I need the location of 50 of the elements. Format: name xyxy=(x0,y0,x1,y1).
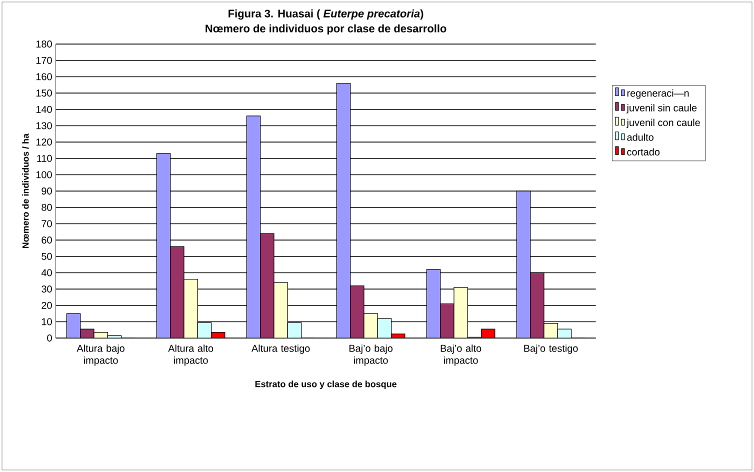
y-tick-label: 20 xyxy=(42,302,52,309)
chart-subtitle: Nœmero de individuos por clase de desarrollo xyxy=(206,24,446,35)
legend-label: adulto xyxy=(627,133,654,141)
bar xyxy=(246,116,260,338)
bar xyxy=(184,279,198,338)
legend-label: juvenil sin caule xyxy=(626,104,697,114)
chart-title: Figura 3. Huasai ( Euterpe precatoria) xyxy=(228,9,424,20)
y-tick-label: 140 xyxy=(36,106,52,113)
x-tick-label: Baj’o testigo xyxy=(524,344,578,354)
bar xyxy=(516,190,531,338)
y-tick-label: 80 xyxy=(42,204,52,211)
bar xyxy=(170,246,184,338)
y-tick-label: 40 xyxy=(41,269,52,276)
bar xyxy=(440,304,454,338)
bar xyxy=(454,287,468,338)
y-tick-label: 120 xyxy=(36,138,52,146)
x-axis-title: Estrato de uso y clase de bosque xyxy=(255,380,396,390)
y-tick-label: 100 xyxy=(36,171,52,178)
bar xyxy=(274,282,288,338)
bar xyxy=(260,234,274,338)
bar xyxy=(364,314,378,338)
legend-label: juvenil con caule xyxy=(626,118,700,128)
y-axis-title: Nœmero de individuos / ha xyxy=(22,133,29,248)
x-tick-label: Altura bajo impacto xyxy=(76,344,124,366)
y-tick-label: 90 xyxy=(42,188,52,195)
x-tick-label: Baj’o bajo impacto xyxy=(349,344,393,366)
y-tick-label: 180 xyxy=(36,40,52,48)
y-tick-label: 0 xyxy=(47,334,52,342)
x-tick-label: Baj’o alto impacto xyxy=(440,344,482,366)
y-tick-label: 30 xyxy=(42,286,52,293)
bar xyxy=(350,286,364,338)
y-tick-label: 10 xyxy=(42,318,52,326)
bar xyxy=(66,314,80,338)
x-tick-label: Altura testigo xyxy=(251,344,310,354)
bar xyxy=(426,269,440,338)
x-tick-label: Altura alto impacto xyxy=(168,344,214,366)
bar xyxy=(336,83,350,338)
y-tick-label: 130 xyxy=(36,122,52,130)
y-tick-label: 150 xyxy=(36,90,52,97)
y-tick-label: 170 xyxy=(36,56,52,64)
bar xyxy=(156,153,170,338)
y-tick-label: 110 xyxy=(37,154,52,162)
y-tick-label: 50 xyxy=(42,252,52,260)
bar xyxy=(530,272,544,338)
y-tick-label: 70 xyxy=(42,220,52,228)
bar xyxy=(544,323,558,338)
legend-label: regeneraci—n xyxy=(627,89,689,99)
legend-label: cortado xyxy=(627,148,660,156)
y-tick-label: 60 xyxy=(42,236,52,244)
y-tick-label: 160 xyxy=(36,73,52,80)
